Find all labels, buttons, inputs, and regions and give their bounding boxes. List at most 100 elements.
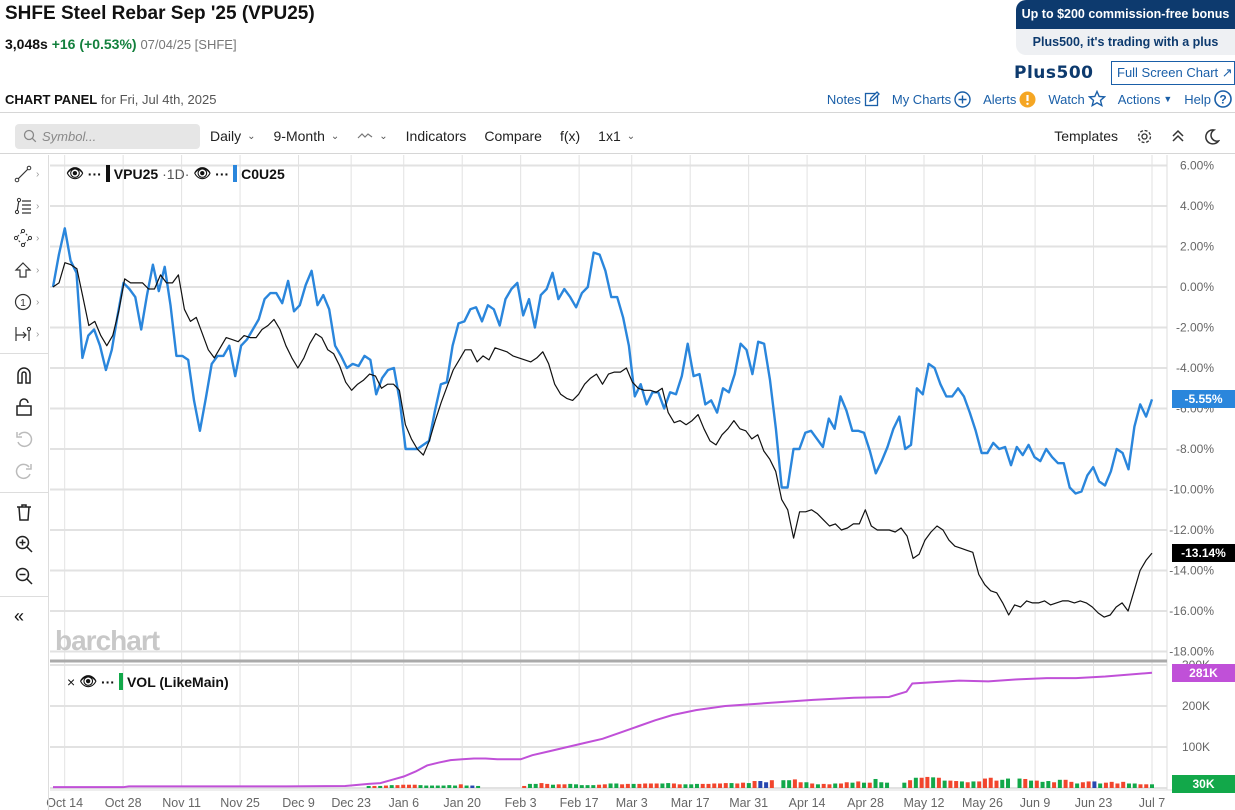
volume-bar [1103,782,1108,788]
watch-link[interactable]: Watch [1048,90,1106,108]
x-tick-label: Oct 14 [46,796,83,810]
x-tick-label: Mar 3 [616,796,648,810]
ad-headline[interactable]: Up to $200 commission-free bonus [1016,0,1235,29]
eye-icon[interactable]: 👁 [79,673,97,689]
my-charts-link[interactable]: My Charts [892,90,971,108]
volume-bar [1132,783,1137,788]
range-dropdown[interactable]: 9-Month ⌄ [274,128,340,144]
y-tick-label: -8.00% [1176,442,1214,456]
x-tick-label: May 26 [962,796,1003,810]
x-tick-label: Nov 25 [220,796,260,810]
measure-tool[interactable]: › [14,323,48,345]
fib-tool[interactable]: › [14,195,48,217]
eye-icon[interactable]: 👁 [193,165,212,181]
layout-dropdown[interactable]: 1x1 ⌄ [598,128,635,144]
measure-icon [15,326,32,341]
help-link[interactable]: Help? [1184,90,1232,108]
fx-button[interactable]: f(x) [559,128,581,144]
chart-type-dropdown[interactable]: ⌄ [357,131,388,142]
x-tick-label: Mar 31 [729,796,768,810]
svg-text:1: 1 [20,298,26,309]
redo-button[interactable] [14,460,48,482]
notes-link[interactable]: Notes [827,91,880,107]
more-icon[interactable]: ··· [215,165,230,182]
volume-tick-label: 100K [1182,740,1210,754]
zoom-out-button[interactable] [14,565,48,587]
toolbar-right: Templates [1054,122,1220,150]
interval-label: ·1D· [162,165,190,182]
more-icon[interactable]: ··· [87,165,102,182]
close-icon[interactable]: × [67,673,76,690]
undo-button[interactable] [14,428,48,450]
templates-button[interactable]: Templates [1054,128,1118,144]
moon-icon[interactable] [1203,128,1220,145]
volume-bar [821,783,826,788]
volume-bar [1063,779,1068,788]
delete-drawings-button[interactable] [14,501,48,523]
volume-bar [769,780,774,788]
volume-bar [383,785,388,788]
symbol-search-input[interactable]: Symbol... [15,123,200,149]
ad-tagline[interactable]: Plus500, it's trading with a plus [1016,29,1235,55]
more-icon[interactable]: ··· [100,673,115,690]
collapse-icon[interactable] [1171,129,1185,143]
chevron-right-icon: › [36,328,40,340]
volume-bar [902,782,907,788]
volume-bar [815,784,820,788]
volume-bar [781,780,786,788]
actions-menu[interactable]: Actions ▼ [1118,92,1173,107]
y-tick-label: -16.00% [1169,604,1214,618]
divider [0,596,48,597]
ad-banner[interactable]: Up to $200 commission-free bonus Plus500… [1016,0,1235,55]
magnet-icon [17,367,31,384]
y-tick-label: -12.00% [1169,523,1214,537]
volume-bar [458,784,463,788]
volume-bar [827,784,832,788]
volume-bar [856,781,861,788]
volume-bar [787,780,792,788]
arrow-tool[interactable]: › [14,259,48,281]
indicators-button[interactable]: Indicators [405,128,467,144]
volume-bar [810,783,815,788]
interval-dropdown[interactable]: Daily ⌄ [210,128,256,144]
volume-bar [718,783,723,788]
series-color-swatch [233,165,238,182]
volume-bar [942,780,947,788]
volume-bar [1080,782,1085,788]
volume-bar [614,783,619,788]
notes-label: Notes [826,91,861,107]
x-tick-label: Apr 14 [789,796,826,810]
x-tick-label: Feb 17 [560,796,599,810]
zoom-in-button[interactable] [14,533,48,555]
volume-bar [654,783,659,788]
compare-last-value-badge: -5.55% [1172,390,1235,409]
volume-bar [550,784,555,788]
lock-button[interactable] [14,396,48,418]
volume-bar [844,782,849,788]
magnet-button[interactable] [14,364,48,386]
divider [0,112,1235,113]
compare-button[interactable]: Compare [484,128,542,144]
x-tick-label: Jan 20 [443,796,481,810]
full-screen-chart-button[interactable]: Full Screen Chart ↗ [1111,61,1235,85]
volume-bar [562,784,567,788]
eye-icon[interactable]: 👁 [66,165,84,181]
volume-bar [424,785,429,788]
alerts-link[interactable]: Alerts [983,91,1036,108]
annotation-tool[interactable]: 1 › [14,291,48,313]
volume-bar [441,785,446,788]
caret-down-icon: ▼ [1163,94,1173,104]
plus500-logo[interactable]: Plus500 [1014,63,1094,83]
line-tool[interactable]: › [14,163,48,185]
volume-bar [936,777,941,788]
volume-bar [464,785,469,788]
volume-bar [758,781,763,788]
shape-tool[interactable]: › [14,227,48,249]
volume-bar [729,783,734,788]
double-chevron-left-icon: « [14,605,25,626]
collapse-toolbar-button[interactable]: « [14,605,48,627]
zoom-out-icon [15,567,33,585]
y-tick-label: 4.00% [1180,199,1214,213]
gear-icon[interactable] [1136,128,1153,145]
